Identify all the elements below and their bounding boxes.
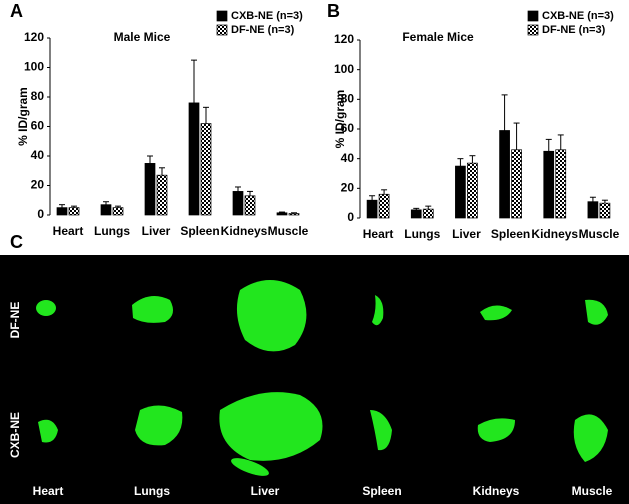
y-tick-label: 80 bbox=[341, 92, 355, 106]
legend-label: DF-NE (n=3) bbox=[542, 24, 606, 36]
image-panel bbox=[0, 255, 629, 504]
chart-title: Male Mice bbox=[114, 30, 171, 44]
column-label: Lungs bbox=[134, 484, 170, 498]
bar bbox=[410, 209, 422, 219]
x-tick-label: Kidneys bbox=[221, 224, 268, 238]
legend-swatch bbox=[216, 24, 228, 36]
bar bbox=[100, 204, 112, 216]
y-tick-label: 20 bbox=[341, 181, 355, 195]
x-tick-label: Lungs bbox=[404, 227, 440, 241]
bar bbox=[156, 174, 168, 216]
bar bbox=[200, 123, 212, 216]
bar bbox=[587, 201, 599, 219]
x-tick-label: Liver bbox=[452, 227, 481, 241]
column-label: Kidneys bbox=[473, 484, 520, 498]
bar bbox=[555, 149, 567, 219]
panel-label: B bbox=[327, 1, 340, 21]
column-label: Liver bbox=[251, 484, 280, 498]
bar bbox=[188, 102, 200, 216]
y-axis-label: % ID/gram bbox=[333, 90, 347, 149]
x-tick-label: Liver bbox=[142, 224, 171, 238]
y-tick-label: 0 bbox=[37, 207, 44, 221]
bar bbox=[144, 163, 156, 216]
bar bbox=[499, 130, 510, 219]
chart-title: Female Mice bbox=[402, 30, 474, 44]
bar bbox=[467, 162, 478, 219]
x-tick-label: Spleen bbox=[180, 224, 219, 238]
panel-label: C bbox=[10, 232, 23, 252]
bar bbox=[68, 207, 80, 216]
y-tick-label: 100 bbox=[24, 60, 44, 74]
legend-label: DF-NE (n=3) bbox=[231, 24, 295, 36]
bar bbox=[232, 191, 244, 216]
x-tick-label: Kidneys bbox=[531, 227, 578, 241]
organ-images bbox=[36, 280, 608, 476]
y-tick-label: 40 bbox=[31, 148, 45, 162]
y-tick-label: 120 bbox=[24, 30, 44, 44]
y-tick-label: 120 bbox=[334, 32, 354, 46]
legend-swatch bbox=[527, 24, 539, 36]
bar bbox=[511, 149, 522, 219]
bar bbox=[455, 165, 466, 219]
y-tick-label: 20 bbox=[31, 178, 45, 192]
column-label: Heart bbox=[33, 484, 64, 498]
row-label: DF-NE bbox=[8, 302, 22, 339]
legend-label: CXB-NE (n=3) bbox=[542, 10, 614, 22]
y-tick-label: 40 bbox=[341, 151, 355, 165]
panel-label: A bbox=[10, 1, 23, 21]
y-tick-label: 60 bbox=[31, 119, 45, 133]
bar bbox=[288, 213, 300, 216]
legend-label: CXB-NE (n=3) bbox=[231, 10, 303, 22]
y-tick-label: 0 bbox=[347, 210, 354, 224]
bar bbox=[112, 207, 124, 216]
x-tick-label: Heart bbox=[363, 227, 394, 241]
bar bbox=[599, 202, 611, 219]
column-label: Muscle bbox=[572, 484, 613, 498]
bar bbox=[543, 150, 555, 219]
bar bbox=[56, 207, 68, 216]
y-tick-label: 100 bbox=[334, 62, 354, 76]
bar bbox=[244, 195, 256, 216]
y-tick-label: 60 bbox=[341, 121, 355, 135]
x-tick-label: Muscle bbox=[268, 224, 309, 238]
x-tick-label: Spleen bbox=[491, 227, 530, 241]
bar bbox=[276, 212, 288, 216]
x-tick-label: Heart bbox=[53, 224, 84, 238]
bar bbox=[422, 208, 434, 219]
legend-swatch bbox=[216, 10, 228, 22]
bar bbox=[366, 199, 378, 219]
x-tick-label: Muscle bbox=[579, 227, 620, 241]
x-tick-label: Lungs bbox=[94, 224, 130, 238]
y-tick-label: 80 bbox=[31, 89, 45, 103]
legend-swatch bbox=[527, 10, 539, 22]
row-label: CXB-NE bbox=[8, 412, 22, 458]
y-axis-label: % ID/gram bbox=[16, 87, 30, 146]
bar bbox=[378, 193, 390, 219]
column-label: Spleen bbox=[362, 484, 401, 498]
